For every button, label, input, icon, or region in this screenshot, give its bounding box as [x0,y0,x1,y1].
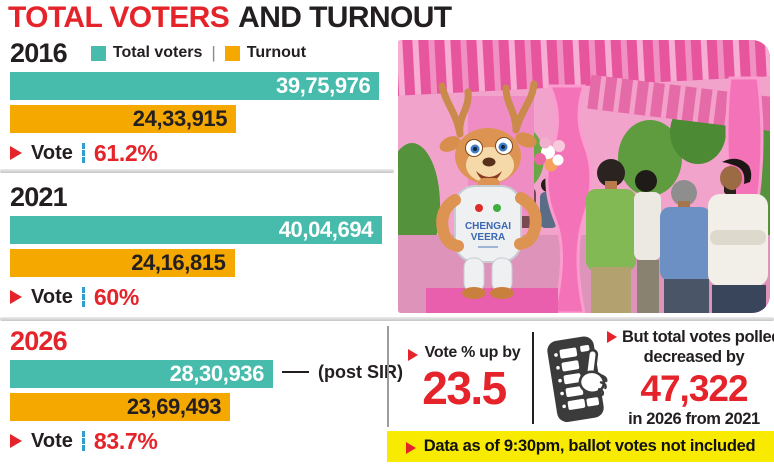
votes-decreased-line1: But total votes polled [622,328,774,346]
deer-mascot: CHENGAI VEERA [436,80,542,299]
total-voters-value-2016: 39,75,976 [276,73,371,98]
vote-up-panel: Vote % up by 23.5 [398,344,530,411]
total-voters-value-2021: 40,04,694 [278,217,374,242]
vote-up-text: Vote % up by [424,344,521,361]
arrow-icon [607,331,618,343]
flower-bouquet [534,137,565,172]
total-voters-bar-2026: 28,30,936 [10,360,273,388]
vote-percentage-2026: 83.7% [93,427,158,454]
legend: Total voters | Turnout [90,43,307,63]
votes-decreased-line2: decreased by [643,347,745,366]
votes-decreased-panel: But total votes polled decreased by 47,3… [607,328,774,430]
title-red-part: TOTAL VOTERS [8,1,230,34]
dashed-separator-icon [81,431,85,451]
votes-decreased-value: 47,322 [640,367,748,409]
arrow-icon [407,348,418,361]
legend-turnout-swatch [224,45,240,61]
arrow-icon [10,146,22,160]
vote-percentage-row-2021: Vote 60% [10,284,382,310]
section-2021: 2021 40,04,694 24,16,815 Vote 60% [10,182,382,310]
vote-word: Vote [31,141,73,164]
legend-separator: | [211,43,216,62]
section-2026: 2026 28,30,936 (post SIR) 23,69,493 Vote… [10,325,403,454]
vote-percentage-2016: 61.2% [93,139,158,166]
panel-divider-vertical-dark [532,332,534,424]
total-voters-value-2026: 28,30,936 [169,361,265,386]
vote-word: Vote [31,429,73,452]
legend-total-voters-label: Total voters [112,44,203,61]
annotation-line [281,370,309,374]
turnout-bar-2026: 23,69,493 [10,393,231,421]
arrow-icon [10,290,22,304]
vote-percentage-row-2026: Vote 83.7% [10,428,382,454]
year-label-2026: 2026 [10,325,68,356]
voter-white-shirt-back [634,170,661,313]
panel-divider-vertical [387,326,389,427]
evm-machine-icon [538,334,616,426]
polling-station-photo: CHENGAI VEERA [398,40,770,313]
turnout-value-2026: 23,69,493 [126,394,222,419]
vote-percentage-row-2016: Vote 61.2% [10,140,382,166]
voter-blue-shirt [660,180,711,313]
vote-percentage-2021: 60% [93,283,139,310]
total-voters-bar-2021: 40,04,694 [10,216,382,244]
canopy-decoration [398,40,770,97]
dashed-separator-icon [81,143,85,163]
section-divider [0,317,774,321]
arrow-icon [10,434,22,448]
votes-decreased-line3: in 2026 from 2021 [628,410,760,429]
turnout-bar-2016: 24,33,915 [10,105,237,133]
year-label-2021: 2021 [10,181,68,212]
turnout-value-2021: 24,16,815 [131,250,226,275]
page-title: TOTAL VOTERS AND TURNOUT [8,0,452,36]
title-dark-part: AND TURNOUT [238,1,452,34]
legend-turnout-label: Turnout [246,44,307,61]
turnout-bar-2021: 24,16,815 [10,249,235,277]
pointing-hand-icon [578,348,608,396]
voter-green-shirt [586,159,636,313]
year-label-2016: 2016 [10,37,68,68]
vote-up-value: 23.5 [422,362,507,414]
mascot-name-line1: CHENGAI [465,221,511,232]
mascot-name-line2: VEERA [471,232,505,243]
footnote-banner: Data as of 9:30pm, ballot votes not incl… [387,431,774,462]
section-2016: 2016 Total voters | Turnout 39,75,976 24… [10,38,382,166]
footnote-text: Data as of 9:30pm, ballot votes not incl… [423,437,756,455]
legend-total-voters-swatch [90,45,106,61]
arrow-icon [405,442,416,454]
dashed-separator-icon [81,287,85,307]
total-voters-bar-2016: 39,75,976 [10,72,380,100]
polling-station-illustration: CHENGAI VEERA [398,40,770,313]
turnout-value-2016: 24,33,915 [132,106,228,131]
voter-white-shirt-front [708,158,768,313]
post-sir-annotation: (post SIR) [317,361,403,382]
vote-word: Vote [31,285,73,308]
section-divider [0,169,394,173]
